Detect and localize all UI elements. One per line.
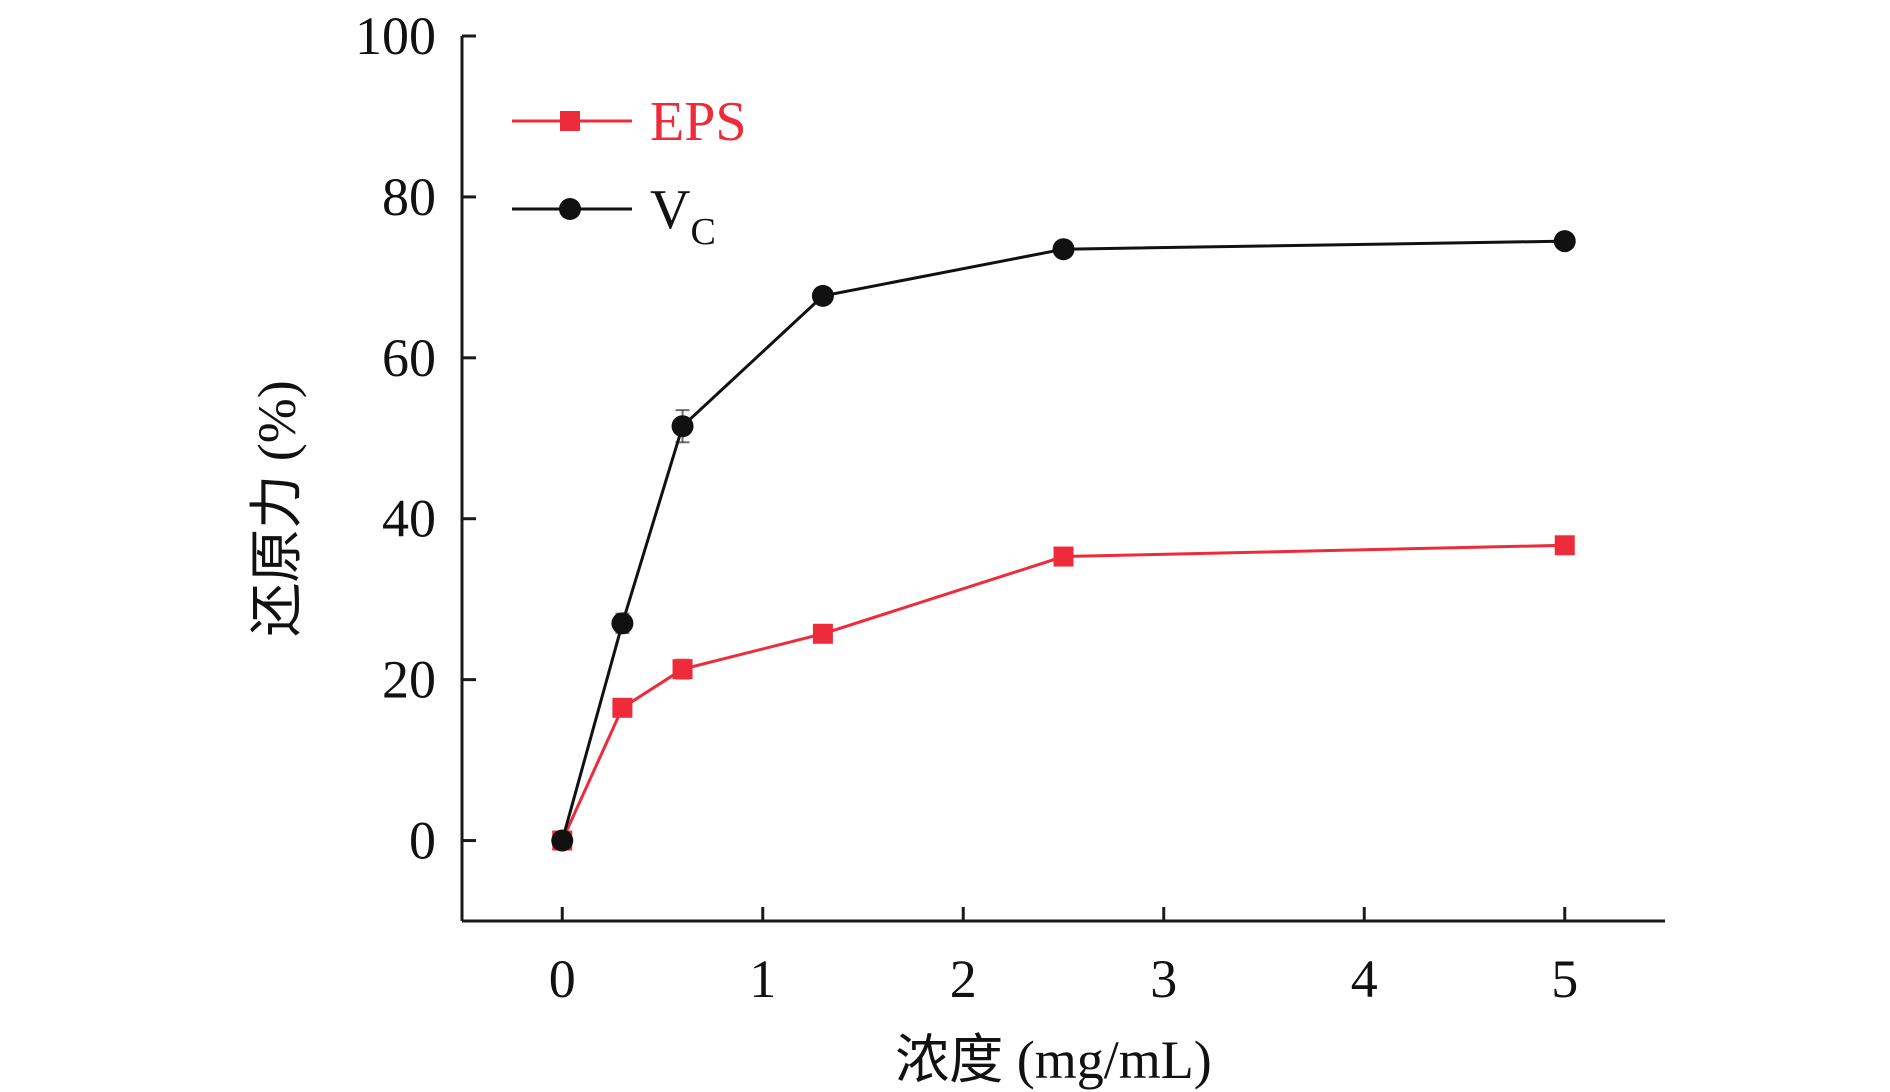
y-axis-ticks: 0 20 40 60 80 100 [355,6,476,871]
legend-marker-vc [559,198,581,220]
legend: EPS VC [512,91,747,253]
point-vc-2 [671,415,694,438]
y-tick-label-80: 80 [382,167,436,227]
y-tick-label-40: 40 [382,489,436,549]
point-vc-0 [551,829,574,852]
point-eps-5 [1554,535,1575,556]
point-vc-4 [1052,238,1075,261]
legend-marker-eps [560,111,580,131]
x-tick-label-4: 4 [1351,949,1378,1009]
series-line-vc [560,239,1565,841]
axes [460,36,1665,923]
y-tick-label-0: 0 [409,811,436,871]
series-vc [551,230,1576,852]
point-vc-3 [811,284,834,307]
plot-area [551,230,1576,852]
x-tick-label-0: 0 [549,949,576,1009]
x-tick-label-2: 2 [950,949,977,1009]
point-eps-2 [672,659,693,680]
legend-label-eps: EPS [650,91,747,153]
x-axis-title: 浓度 (mg/mL) [895,1030,1211,1090]
y-axis-title: 还原力 (%) [247,380,307,636]
legend-label-vc-subscript: C [690,211,715,253]
x-tick-label-5: 5 [1551,949,1578,1009]
series-line-eps [560,543,1565,842]
x-axis-ticks: 0 1 2 3 4 5 [549,907,1578,1009]
point-eps-4 [1053,546,1074,567]
x-tick-label-1: 1 [749,949,776,1009]
point-vc-5 [1553,230,1576,253]
legend-label-vc: VC [650,179,716,253]
legend-label-vc-main: V [650,179,690,241]
y-tick-label-100: 100 [355,6,436,66]
y-tick-label-20: 20 [382,650,436,710]
point-eps-1 [612,697,633,718]
y-tick-label-60: 60 [382,328,436,388]
point-eps-3 [812,623,833,644]
x-tick-label-3: 3 [1150,949,1177,1009]
series-eps [552,535,1575,851]
point-vc-1 [611,612,634,635]
